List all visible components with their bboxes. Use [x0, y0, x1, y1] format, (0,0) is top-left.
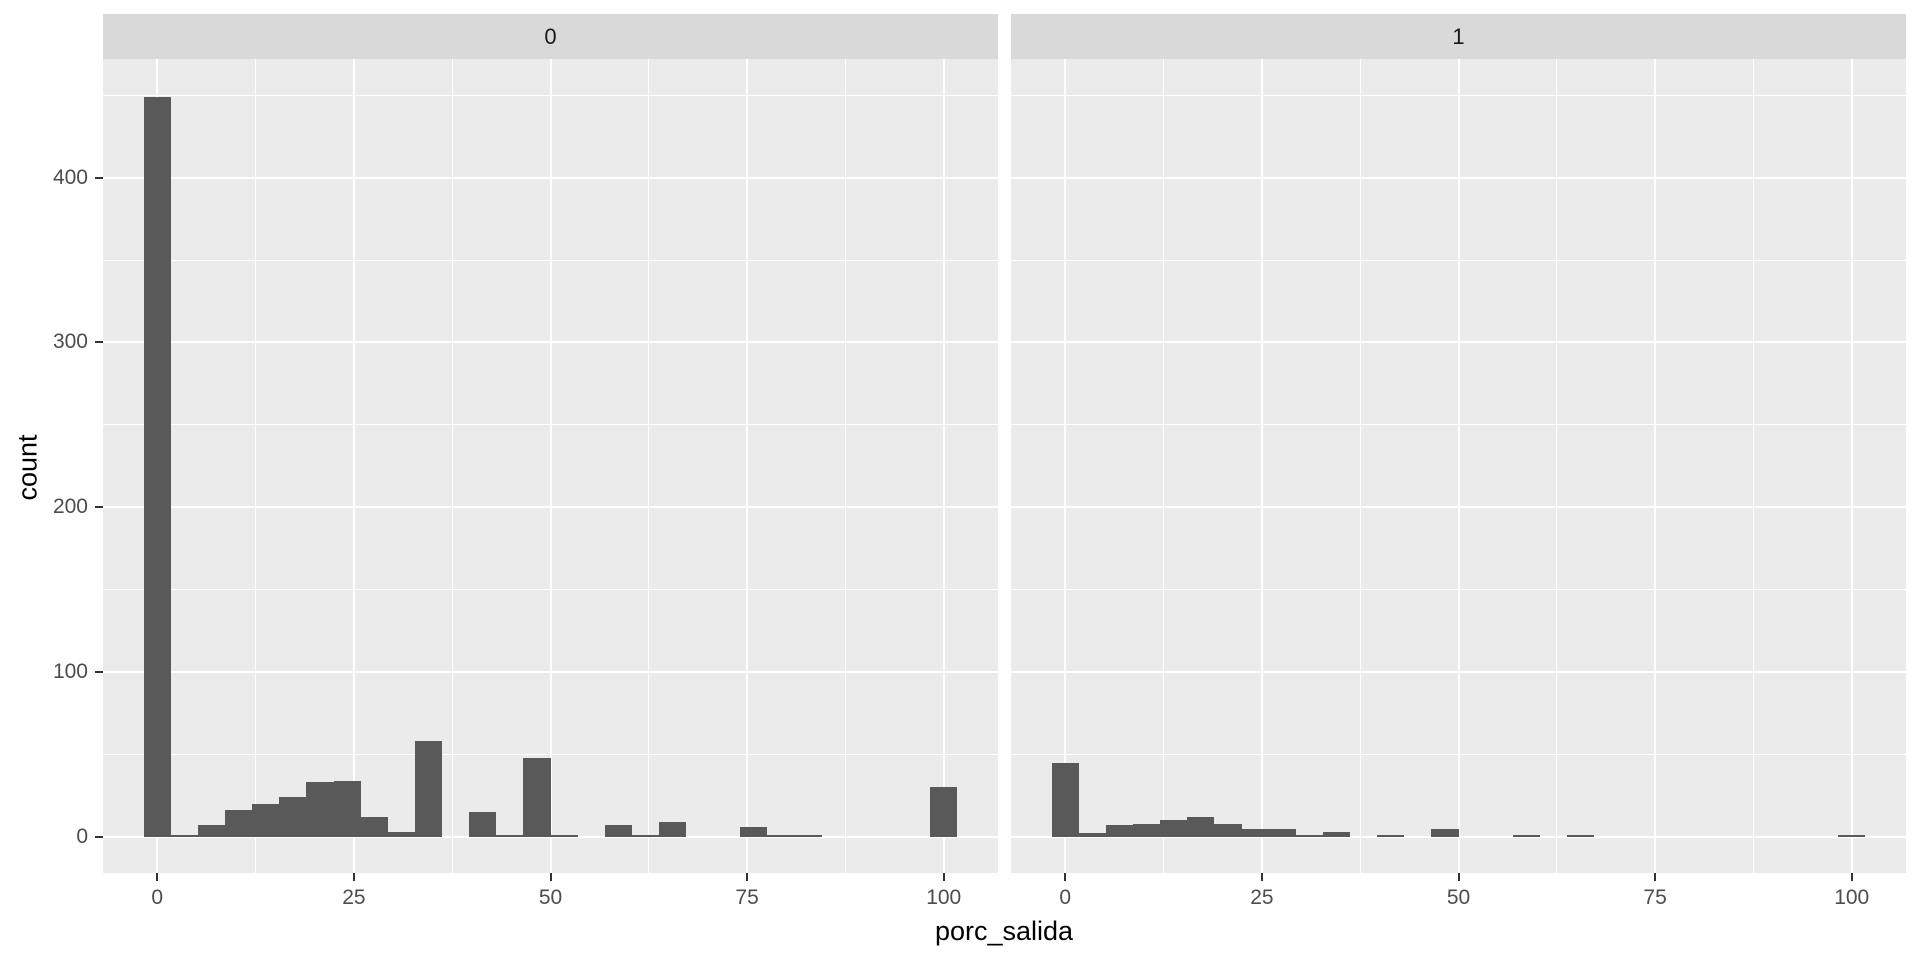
histogram-bar: [523, 757, 551, 837]
histogram-bar: [1214, 823, 1242, 837]
histogram-bar: [1838, 835, 1866, 837]
x-tick-mark: [1850, 873, 1853, 881]
x-minor-gridline: [451, 59, 453, 873]
histogram-bar: [1512, 835, 1540, 837]
x-tick-label: 75: [1643, 886, 1667, 909]
x-major-gridline: [942, 59, 945, 873]
facet-strip-label: 0: [544, 23, 557, 49]
x-tick-mark: [1260, 873, 1263, 881]
histogram-bar: [279, 797, 307, 837]
x-major-gridline: [746, 59, 749, 873]
histogram-bar: [469, 812, 497, 837]
x-tick-mark: [156, 873, 159, 881]
histogram-bar: [1268, 828, 1296, 837]
x-minor-gridline: [648, 59, 650, 873]
y-axis-title: count: [12, 434, 43, 501]
x-tick-label: 25: [1250, 886, 1274, 909]
x-major-gridline: [1260, 59, 1263, 873]
x-tick-mark: [549, 873, 552, 881]
y-tick-label: 100: [52, 659, 88, 683]
histogram-bar: [1105, 825, 1134, 837]
x-tick-label: 75: [735, 886, 759, 909]
y-tick-mark: [95, 506, 103, 509]
x-tick-mark: [352, 873, 355, 881]
histogram-bar: [387, 831, 415, 837]
x-minor-gridline: [1359, 59, 1361, 873]
y-tick-label: 0: [76, 824, 88, 848]
y-tick-label: 300: [52, 330, 88, 354]
x-tick-mark: [942, 873, 945, 881]
y-tick-mark: [95, 835, 103, 838]
x-tick-label: 25: [342, 886, 366, 909]
x-tick-label: 100: [1834, 886, 1870, 909]
histogram-bar: [1567, 835, 1595, 837]
histogram-bar: [767, 835, 795, 837]
x-major-gridline: [352, 59, 355, 873]
histogram-bar: [550, 835, 578, 837]
x-tick-label: 0: [151, 886, 164, 909]
y-tick-label: 200: [52, 495, 88, 519]
histogram-bar: [794, 835, 822, 837]
x-major-gridline: [1064, 59, 1067, 873]
x-tick-label: 100: [926, 886, 962, 909]
y-tick-mark: [95, 670, 103, 673]
y-tick-mark: [95, 176, 103, 179]
histogram-bar: [170, 835, 198, 837]
facet-strip-label: 1: [1452, 23, 1465, 49]
x-minor-gridline: [844, 59, 846, 873]
histogram-bar: [659, 821, 687, 837]
histogram-bar: [604, 825, 632, 837]
histogram-bar: [414, 741, 442, 837]
histogram-bar: [496, 835, 524, 837]
x-tick-mark: [1064, 873, 1067, 881]
histogram-bar: [333, 780, 361, 837]
histogram-bar: [1051, 762, 1079, 837]
histogram-bar: [1133, 823, 1161, 837]
y-tick-mark: [95, 341, 103, 344]
histogram-bar: [1377, 835, 1405, 837]
histogram-bar: [143, 96, 171, 837]
histogram-bar: [631, 835, 659, 837]
x-tick-mark: [1654, 873, 1657, 881]
histogram-bar: [1187, 816, 1215, 837]
histogram-bar: [930, 787, 958, 837]
x-tick-label: 50: [1446, 886, 1471, 909]
x-major-gridline: [1654, 59, 1657, 873]
x-tick-label: 0: [1059, 886, 1072, 909]
histogram-bar: [306, 782, 334, 837]
x-axis-title: porc_salida: [934, 916, 1074, 946]
histogram-bar: [1160, 820, 1188, 837]
histogram-bar: [1431, 828, 1459, 837]
x-tick-mark: [1457, 873, 1460, 881]
facet-strip: 0: [103, 14, 998, 59]
x-tick-label: 50: [538, 886, 563, 909]
x-minor-gridline: [1556, 59, 1558, 873]
x-minor-gridline: [255, 59, 257, 873]
x-minor-gridline: [1752, 59, 1754, 873]
y-tick-label: 400: [52, 165, 88, 189]
histogram-bar: [740, 826, 768, 837]
histogram-bar: [252, 803, 280, 837]
x-minor-gridline: [1163, 59, 1165, 873]
facet-strip: 1: [1011, 14, 1906, 59]
histogram-bar: [1241, 828, 1269, 837]
histogram-bar: [1322, 831, 1350, 837]
histogram-bar: [1078, 833, 1106, 837]
x-tick-mark: [746, 873, 749, 881]
x-major-gridline: [549, 59, 552, 873]
x-major-gridline: [1850, 59, 1853, 873]
histogram-bar: [225, 810, 253, 837]
histogram-bar: [197, 825, 226, 837]
histogram-bar: [1295, 835, 1323, 837]
x-major-gridline: [1457, 59, 1460, 873]
histogram-bar: [360, 816, 388, 837]
